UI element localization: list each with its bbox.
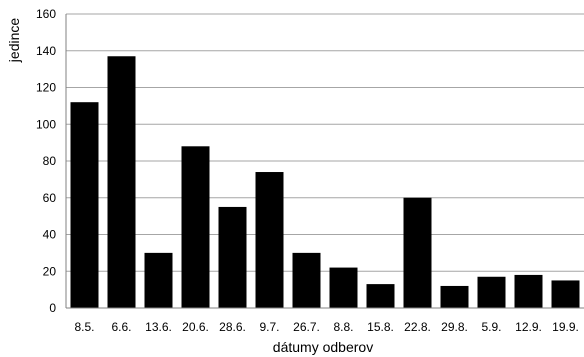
x-tick-label: 12.9. <box>515 320 542 334</box>
bar-9-7 <box>255 172 284 308</box>
grid-lines <box>66 13 584 272</box>
bar-5-9 <box>477 276 506 308</box>
bar-19-9 <box>551 280 580 308</box>
axes <box>65 14 584 309</box>
bars <box>70 56 580 309</box>
y-tick-label: 40 <box>43 228 57 242</box>
bar-15-8 <box>366 284 395 308</box>
x-tick-label: 22.8. <box>404 320 431 334</box>
x-tick-label: 29.8. <box>441 320 468 334</box>
bar-28-6 <box>218 206 247 308</box>
bar-8-8 <box>329 267 358 308</box>
bar-20-6 <box>181 146 210 308</box>
x-tick-label: 20.6. <box>182 320 209 334</box>
bar-12-9 <box>514 274 543 308</box>
x-tick-label: 9.7. <box>259 320 279 334</box>
bar-8-5 <box>70 102 99 308</box>
x-tick-label: 28.6. <box>219 320 246 334</box>
x-tick-label: 8.5. <box>74 320 94 334</box>
x-tick-label: 8.8. <box>333 320 353 334</box>
y-tick-label: 100 <box>36 117 56 131</box>
x-tick-label: 13.6. <box>145 320 172 334</box>
y-tick-label: 20 <box>43 264 57 278</box>
x-tick-label: 26.7. <box>293 320 320 334</box>
y-axis-title: jedince <box>6 18 22 64</box>
y-tick-label: 80 <box>43 154 57 168</box>
x-tick-labels: 8.5. 6.6. 13.6. 20.6. 28.6. 9.7. 26.7. 8.8. 15.8… <box>74 320 578 334</box>
bar-29-8 <box>440 285 469 308</box>
y-tick-label: 140 <box>36 44 56 58</box>
bar-6-6 <box>107 56 136 309</box>
y-tick-labels: 0 20 40 60 80 100 120 140 160 <box>36 7 56 315</box>
x-tick-label: 6.6. <box>111 320 131 334</box>
bar-22-8 <box>403 197 432 308</box>
x-tick-label: 19.9. <box>552 320 579 334</box>
y-tick-label: 120 <box>36 81 56 95</box>
y-tick-label: 0 <box>49 301 56 315</box>
y-tick-label: 160 <box>36 7 56 21</box>
y-tick-label: 60 <box>43 191 57 205</box>
bar-26-7 <box>292 252 321 308</box>
x-tick-label: 15.8. <box>367 320 394 334</box>
bar-13-6 <box>144 252 173 308</box>
x-axis-title: dátumy odberov <box>273 339 373 355</box>
x-tick-label: 5.9. <box>481 320 501 334</box>
